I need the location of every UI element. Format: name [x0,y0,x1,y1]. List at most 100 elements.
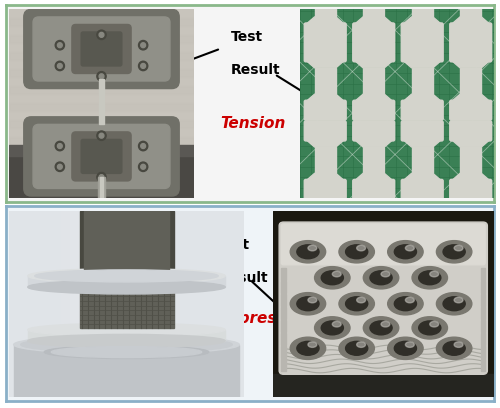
Bar [480,268,485,279]
Bar [412,68,433,94]
Ellipse shape [430,271,438,277]
Bar [52,211,75,397]
Ellipse shape [443,245,465,259]
Bar [480,359,485,370]
FancyBboxPatch shape [402,23,443,43]
Bar [9,35,194,43]
Ellipse shape [430,322,438,327]
Ellipse shape [308,297,317,303]
Bar [363,147,384,173]
Bar [84,211,169,272]
FancyBboxPatch shape [353,180,395,200]
Ellipse shape [339,293,374,315]
Ellipse shape [297,245,319,259]
Ellipse shape [436,337,472,359]
Bar [28,276,225,287]
Bar [282,346,286,357]
Bar [363,68,384,94]
Ellipse shape [290,241,326,263]
FancyBboxPatch shape [304,23,346,43]
Bar [480,306,485,319]
FancyBboxPatch shape [402,121,443,141]
FancyBboxPatch shape [353,42,395,62]
FancyBboxPatch shape [81,140,122,173]
Ellipse shape [314,267,350,289]
Ellipse shape [28,323,225,336]
Polygon shape [452,17,490,24]
Text: (a): (a) [15,13,41,31]
Circle shape [58,64,62,69]
Circle shape [99,133,104,138]
FancyBboxPatch shape [450,121,492,141]
Ellipse shape [454,245,463,251]
Ellipse shape [44,346,209,359]
Polygon shape [306,173,344,181]
Bar [89,211,112,397]
Circle shape [58,164,62,169]
Ellipse shape [290,337,326,359]
Polygon shape [306,140,344,147]
Ellipse shape [394,341,416,355]
Ellipse shape [308,245,317,251]
Polygon shape [403,94,442,102]
Ellipse shape [388,293,423,315]
FancyBboxPatch shape [81,32,122,66]
Ellipse shape [454,297,463,303]
Ellipse shape [436,293,472,315]
Polygon shape [354,140,393,147]
Bar [100,177,103,198]
Ellipse shape [346,245,368,259]
FancyBboxPatch shape [33,124,170,188]
Polygon shape [403,60,442,68]
FancyBboxPatch shape [353,23,395,43]
Circle shape [138,40,148,50]
FancyBboxPatch shape [304,42,346,62]
FancyBboxPatch shape [24,117,179,196]
Circle shape [141,43,146,48]
Circle shape [141,144,146,149]
Bar [480,346,485,357]
Polygon shape [306,60,344,68]
Bar [480,319,485,332]
Ellipse shape [339,241,374,263]
Ellipse shape [356,297,366,303]
Bar [314,68,336,94]
Ellipse shape [454,342,463,347]
Circle shape [55,61,64,71]
Ellipse shape [356,245,366,251]
Bar [314,147,336,173]
Bar [282,333,286,345]
Ellipse shape [346,297,368,311]
FancyBboxPatch shape [450,23,492,43]
FancyBboxPatch shape [353,100,395,120]
Circle shape [58,144,62,149]
Text: (b): (b) [15,213,42,231]
FancyBboxPatch shape [304,180,346,200]
Ellipse shape [297,341,319,355]
Polygon shape [452,60,490,68]
FancyBboxPatch shape [353,121,395,141]
Circle shape [97,30,106,40]
Ellipse shape [381,322,390,327]
Bar [282,306,286,319]
Ellipse shape [339,337,374,359]
Bar [412,147,433,173]
Circle shape [55,162,64,171]
Bar [80,211,174,276]
Bar [98,211,122,397]
Polygon shape [403,140,442,147]
Bar [9,137,194,145]
Ellipse shape [406,342,414,347]
Bar [9,145,194,156]
Ellipse shape [346,341,368,355]
Bar [480,333,485,345]
Polygon shape [306,94,344,102]
Circle shape [99,175,104,180]
FancyBboxPatch shape [450,180,492,200]
Bar [117,211,140,397]
Polygon shape [452,173,490,181]
Ellipse shape [332,271,341,277]
FancyBboxPatch shape [279,222,488,374]
Bar [460,0,481,17]
Bar [480,293,485,306]
